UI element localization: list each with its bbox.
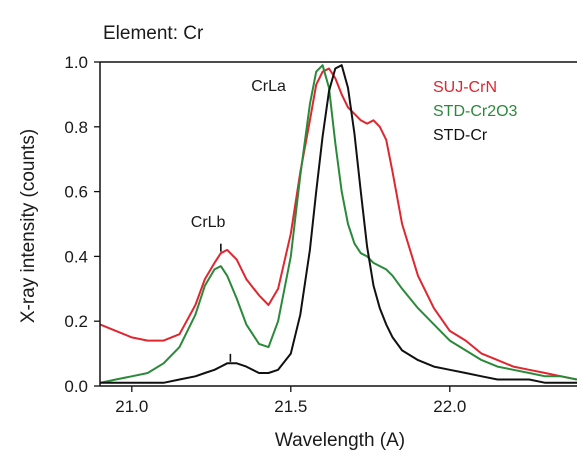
series-line-2 [99, 64, 577, 384]
legend-entry-1: SUJ-CrN [433, 79, 497, 96]
plot-lines [99, 64, 577, 384]
annotation-crla: CrLa [251, 78, 286, 95]
y-tick-label: 1.0 [64, 53, 88, 72]
series-line-3 [100, 64, 577, 384]
x-tick-label: 22.0 [433, 397, 466, 416]
y-tick-label: 0.0 [64, 377, 88, 396]
y-tick-label: 0.4 [64, 247, 88, 266]
legend-entry-2: STD-Cr2O3 [433, 103, 518, 120]
legend-entry-3: STD-Cr [433, 127, 488, 144]
peak-annotations: CrLa CrLb [191, 78, 286, 231]
chart-title: Element: Cr [103, 23, 204, 44]
x-axis-title: Wavelength (A) [275, 430, 405, 451]
x-axis-ticks: 21.0 21.5 22.0 [115, 386, 466, 416]
y-axis-title: X-ray intensity (counts) [18, 129, 39, 323]
legend: SUJ-CrN STD-Cr2O3 STD-Cr [433, 79, 518, 144]
axes [99, 61, 577, 387]
x-tick-label: 21.5 [274, 397, 307, 416]
peak-markers [220, 243, 232, 362]
series-line-1 [99, 67, 577, 381]
y-tick-label: 0.2 [64, 312, 88, 331]
y-tick-label: 0.6 [64, 183, 88, 202]
x-tick-label: 21.0 [115, 397, 148, 416]
y-axis-ticks: 0.0 0.2 0.4 0.6 0.8 1.0 [64, 53, 100, 396]
annotation-crlb: CrLb [191, 214, 226, 231]
y-tick-label: 0.8 [64, 118, 88, 137]
